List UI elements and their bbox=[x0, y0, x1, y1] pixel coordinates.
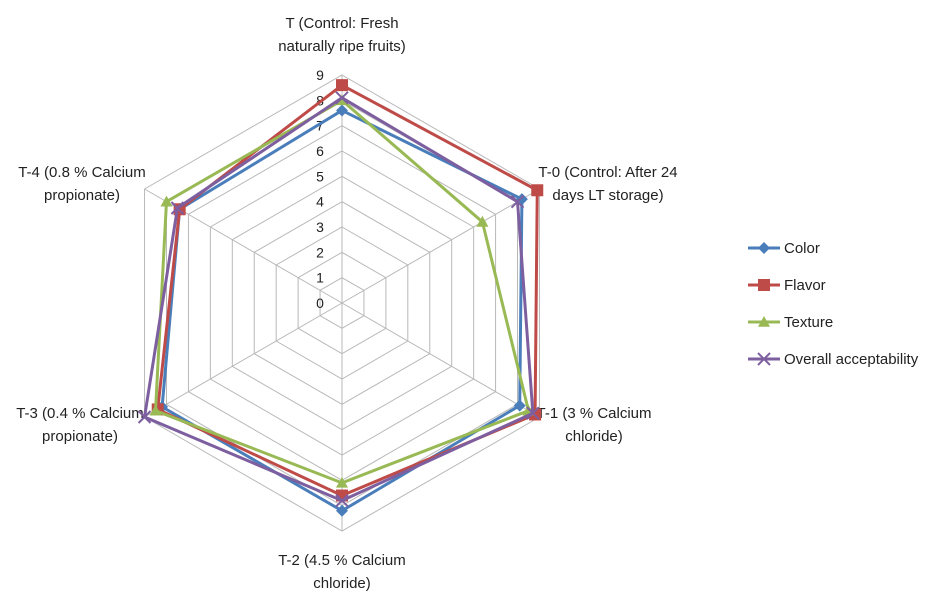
legend-label: Overall acceptability bbox=[784, 351, 919, 368]
radar-grid bbox=[144, 74, 540, 532]
category-label-4: T-3 (0.4 % Calcium propionate) bbox=[16, 405, 144, 445]
data-point bbox=[137, 410, 152, 424]
grid-spoke-1 bbox=[341, 188, 540, 304]
tick-label: 6 bbox=[316, 143, 324, 159]
category-label-1: T-0 (Control: After 24 days LT storage) bbox=[538, 164, 677, 204]
data-point bbox=[170, 201, 185, 215]
data-point bbox=[526, 406, 540, 420]
data-point bbox=[510, 194, 525, 209]
legend-item: Texture bbox=[748, 314, 833, 331]
legend-item: Overall acceptability bbox=[748, 351, 919, 368]
series-overall-acceptability bbox=[137, 91, 540, 508]
legend-item: Color bbox=[748, 240, 820, 257]
data-point bbox=[160, 195, 173, 207]
tick-label: 5 bbox=[316, 168, 324, 184]
category-label-2: T-1 (3 % Calcium chloride) bbox=[536, 405, 651, 445]
data-point bbox=[335, 493, 349, 508]
legend: Color Flavor Texture Overall acceptability bbox=[748, 240, 919, 368]
category-labels: T (Control: Fresh naturally ripe fruits) T… bbox=[16, 15, 677, 592]
tick-label: 1 bbox=[316, 270, 324, 286]
category-label-0: T (Control: Fresh naturally ripe fruits) bbox=[278, 15, 406, 55]
category-label-5: T-4 (0.8 % Calcium propionate) bbox=[18, 164, 146, 204]
legend-marker bbox=[757, 352, 771, 366]
legend-item: Flavor bbox=[748, 277, 826, 294]
legend-label: Flavor bbox=[784, 277, 826, 294]
data-point bbox=[476, 215, 489, 227]
tick-label: 7 bbox=[316, 118, 324, 134]
data-point bbox=[336, 504, 348, 517]
data-point bbox=[336, 79, 348, 92]
legend-marker bbox=[758, 316, 770, 327]
data-point bbox=[336, 94, 348, 106]
tick-label: 0 bbox=[316, 295, 324, 311]
data-point bbox=[335, 91, 349, 105]
tick-label: 2 bbox=[316, 244, 324, 260]
legend-label: Color bbox=[784, 240, 820, 257]
tick-label: 3 bbox=[316, 219, 324, 235]
legend-label: Texture bbox=[784, 314, 833, 331]
grid-spoke-2 bbox=[341, 302, 540, 418]
legend-marker bbox=[758, 279, 770, 291]
tick-label: 4 bbox=[316, 194, 324, 210]
data-point bbox=[336, 476, 348, 488]
series-layer bbox=[137, 79, 544, 517]
data-point bbox=[149, 404, 162, 416]
category-label-3: T-2 (4.5 % Calcium chloride) bbox=[278, 552, 406, 592]
data-point bbox=[336, 104, 348, 117]
tick-label: 9 bbox=[316, 67, 324, 83]
legend-marker bbox=[758, 242, 770, 254]
data-point bbox=[531, 184, 544, 197]
grid-spoke-4 bbox=[144, 302, 343, 418]
data-point bbox=[513, 399, 526, 412]
